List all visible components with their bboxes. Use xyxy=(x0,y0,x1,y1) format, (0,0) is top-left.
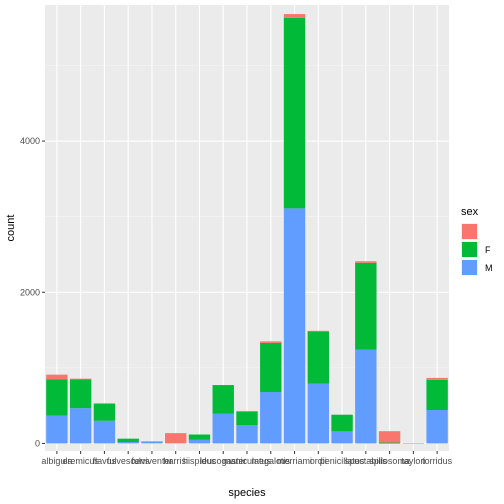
bar-merriami-F xyxy=(283,17,306,209)
bar-spectabilis-M xyxy=(355,349,377,444)
bar-leucogaster-M xyxy=(212,413,234,444)
bar-torridus-M xyxy=(426,410,448,444)
bar-leucogaster-F xyxy=(212,385,234,414)
bar-albigula-F xyxy=(46,379,68,416)
x-tick-label-fulvescens: fulvescens xyxy=(107,456,150,466)
bar-maniculatus-na xyxy=(236,410,258,412)
bar-albigula-M xyxy=(46,415,68,444)
x-tick-label-ordii: ordii xyxy=(310,456,327,466)
x-tick-label-taylori: taylori xyxy=(401,456,425,466)
x-tick-label-spectabilis: spectabilis xyxy=(345,456,388,466)
bar-eremicus-na xyxy=(69,378,92,380)
bar-albigula-na xyxy=(46,374,68,380)
bar-penicillatus-F xyxy=(331,414,353,432)
legend-label-M: M xyxy=(485,263,493,273)
legend-title: sex xyxy=(461,206,479,218)
bar-fulviventer-M xyxy=(141,441,163,444)
bar-flavus-na xyxy=(93,403,116,404)
x-tick-label-eremicus: eremicus xyxy=(62,456,99,466)
bar-hispidus-M xyxy=(188,439,211,444)
bar-megalotis-F xyxy=(260,342,282,393)
x-tick-label-merriami: merriami xyxy=(277,456,312,466)
bar-harrisi-na xyxy=(165,433,187,444)
x-tick-label-albigula: albigula xyxy=(41,456,72,466)
bar-merriami-M xyxy=(283,208,306,444)
y-tick-label-0: 0 xyxy=(35,438,40,448)
bar-ordii-M xyxy=(307,383,329,444)
legend: sex FM xyxy=(461,206,493,276)
y-axis: 0 2000 4000 xyxy=(20,136,45,448)
bar-fulviventer-F xyxy=(141,441,163,443)
bar-flavus-M xyxy=(93,420,116,444)
bar-eremicus-F xyxy=(69,379,92,409)
x-tick-label-megalotis: megalotis xyxy=(251,456,290,466)
bar-ordii-F xyxy=(307,331,329,384)
bar-spilosoma-M xyxy=(378,443,401,444)
bar-fulvescens-M xyxy=(117,442,139,444)
x-tick-label-harrisi: harrisi xyxy=(163,456,188,466)
x-axis-title: species xyxy=(228,487,266,499)
bar-spilosoma-F xyxy=(378,442,401,444)
bar-eremicus-M xyxy=(69,408,92,444)
bar-megalotis-M xyxy=(260,392,282,444)
y-axis-title: count xyxy=(5,215,17,242)
x-tick-label-flavus: flavus xyxy=(93,456,117,466)
legend-key-1 xyxy=(462,242,477,257)
x-tick-label-spilosoma: spilosoma xyxy=(369,456,410,466)
bar-torridus-F xyxy=(426,379,448,411)
x-tick-label-maniculatus: maniculatus xyxy=(223,456,272,466)
bar-hispidus-F xyxy=(188,434,211,440)
bar-torridus-na xyxy=(426,377,448,380)
bar-spilosoma-na xyxy=(378,431,401,443)
bar-maniculatus-F xyxy=(236,411,258,426)
bar-ordii-na xyxy=(307,330,329,332)
legend-key-0 xyxy=(462,224,477,239)
bar-flavus-F xyxy=(93,403,116,421)
x-axis: albigulaeremicusflavusfulvescensfulviven… xyxy=(41,451,453,466)
x-tick-label-torridus: torridus xyxy=(422,456,453,466)
bar-spectabilis-F xyxy=(355,262,377,350)
bar-penicillatus-M xyxy=(331,431,353,444)
legend-key-2 xyxy=(462,260,477,275)
bar-megalotis-na xyxy=(260,341,282,343)
y-tick-label-1: 2000 xyxy=(20,287,40,297)
bar-merriami-na xyxy=(283,14,306,18)
bars xyxy=(46,14,448,444)
bar-fulvescens-F xyxy=(117,438,139,443)
x-tick-label-hispidus: hispidus xyxy=(183,456,217,466)
bar-spectabilis-na xyxy=(355,261,377,263)
bar-taylori-M xyxy=(402,443,425,444)
x-tick-label-fulviventer: fulviventer xyxy=(131,456,172,466)
y-tick-label-2: 4000 xyxy=(20,136,40,146)
legend-label-F: F xyxy=(485,245,491,255)
x-tick-label-leucogaster: leucogaster xyxy=(200,456,247,466)
bar-maniculatus-M xyxy=(236,425,258,444)
x-tick-label-penicillatus: penicillatus xyxy=(320,456,365,466)
